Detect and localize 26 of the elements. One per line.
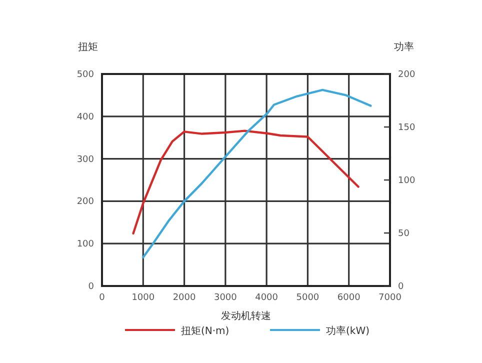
y2-axis-title: 功率 — [394, 41, 414, 53]
y-tick-label: 300 — [76, 154, 94, 165]
x-axis-title: 发动机转速 — [221, 310, 271, 322]
x-tick-label: 7000 — [378, 293, 402, 303]
y2-tick-label: 0 — [398, 282, 404, 292]
x-tick-label: 5000 — [296, 293, 320, 303]
y-tick-label: 200 — [76, 197, 94, 208]
line-series — [132, 130, 360, 235]
y2-tick-label: 200 — [398, 70, 416, 80]
x-tick-label: 6000 — [337, 293, 361, 303]
x-tick-label: 4000 — [255, 293, 278, 303]
y2-tick-label: 150 — [398, 123, 416, 133]
x-tick-label: 3000 — [214, 293, 238, 303]
legend-label: 扭矩(N·m) — [181, 325, 230, 337]
x-tick-label: 1000 — [132, 293, 155, 303]
x-tick-label: 2000 — [172, 293, 196, 303]
line-series — [142, 88, 372, 258]
y-tick-label: 500 — [76, 70, 94, 80]
legend-label: 功率(kW) — [326, 325, 370, 337]
y-tick-label: 100 — [76, 240, 94, 250]
y-axis-title: 扭矩 — [78, 41, 98, 53]
y-tick-label: 0 — [88, 282, 94, 292]
y2-tick-label: 50 — [398, 229, 410, 239]
y2-tick-label: 100 — [398, 176, 416, 186]
y-tick-label: 400 — [76, 112, 94, 122]
x-tick-label: 0 — [99, 293, 106, 303]
